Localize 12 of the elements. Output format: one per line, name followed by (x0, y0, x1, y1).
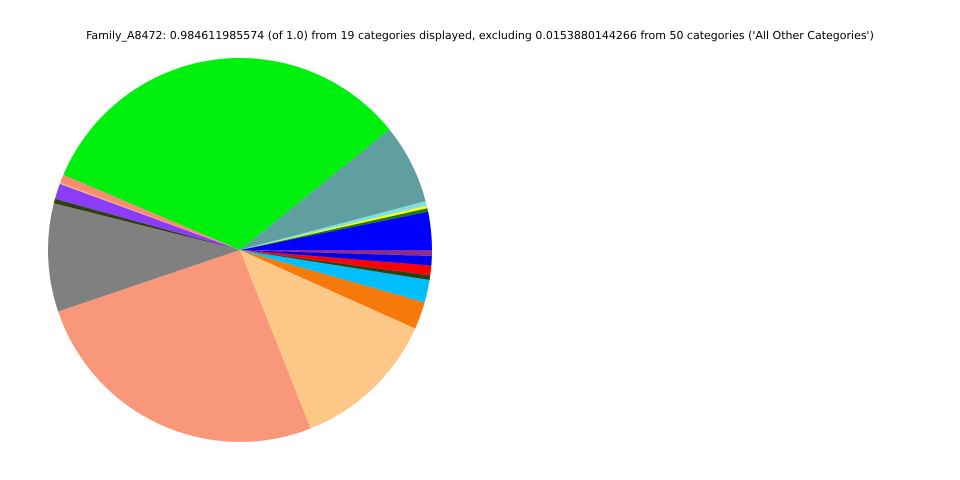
pie-slice (240, 250, 425, 328)
text: Family_A8472: 0.984611985574 (of 1.0) from 19 categories displayed, excluding 0.0153880144266 from 50 categories ('All Other Categories') (86, 29, 874, 42)
pie-slice (240, 129, 426, 250)
pie-slice (240, 250, 416, 429)
pie-slice (63, 58, 390, 250)
pie-slice (240, 250, 430, 280)
pie-slice (240, 250, 432, 266)
pie-slice (240, 250, 432, 276)
pie-slice (240, 250, 430, 302)
pie-slice (54, 198, 240, 250)
pie-slice (58, 250, 311, 442)
pie-slice (48, 203, 240, 312)
